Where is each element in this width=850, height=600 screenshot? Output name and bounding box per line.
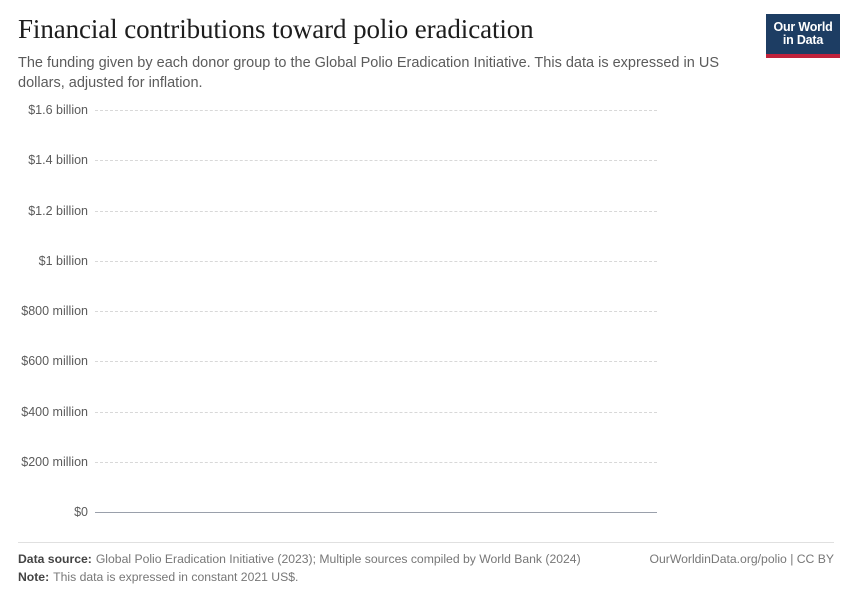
- gridline-400: [95, 411, 657, 413]
- y-axis-tick-label: $600 million: [21, 354, 88, 369]
- x-axis: [95, 512, 657, 540]
- gridline-1600: [95, 110, 657, 111]
- y-axis-tick-label: $800 million: [21, 304, 88, 318]
- logo-line-1: Our World: [773, 19, 833, 34]
- y-axis-tick-label: $200 million: [21, 454, 88, 469]
- y-axis-tick-label: $400 million: [21, 404, 88, 419]
- footer-note-label: Note:: [18, 570, 50, 584]
- logo-line-2: in Data: [782, 33, 824, 47]
- footer-note-value: This data is expressed in constant 2021 …: [53, 570, 299, 584]
- footer-attribution-link[interactable]: OurWorldinData.org/polio | CC BY: [649, 552, 834, 566]
- bars-layer: [0, 100, 850, 540]
- gridline-1200: [95, 210, 657, 212]
- y-axis-tick-label: $1 billion: [38, 253, 88, 268]
- gridline-200: [95, 461, 657, 463]
- page-title: Financial contributions toward polio era…: [18, 14, 534, 44]
- gridlines-layer: $0 $200 million $400 million $600 million $8…: [0, 100, 850, 540]
- y-axis-tick-label: $1.4 billion: [28, 153, 88, 168]
- our-world-in-data-logo[interactable]: Our World in Data: [766, 14, 840, 58]
- chart-header: Financial contributions toward polio era…: [18, 14, 758, 93]
- footer-source-value: Global Polio Eradication Initiative (202…: [95, 552, 581, 566]
- chart-subtitle: The funding given by each donor group to…: [18, 55, 719, 92]
- gridline-0: [95, 512, 657, 513]
- footer-note-row: Note: This data is expressed in constant…: [18, 570, 834, 584]
- y-axis-tick-label: $0: [74, 505, 88, 519]
- chart-footer: Data source: Global Polio Eradication In…: [18, 542, 834, 588]
- footer-source-label: Data source:: [18, 552, 92, 566]
- footer-source-row: Data source: Global Polio Eradication In…: [18, 552, 834, 566]
- gridline-800: [95, 311, 657, 312]
- y-axis-tick-label: $1.2 billion: [28, 203, 88, 218]
- gridline-1400: [95, 160, 657, 162]
- gridline-600: [95, 361, 657, 363]
- y-axis-tick-label: $1.6 billion: [28, 103, 88, 117]
- chart-plot-area: $0 $200 million $400 million $600 million $8…: [0, 100, 850, 540]
- gridline-1000: [95, 260, 657, 262]
